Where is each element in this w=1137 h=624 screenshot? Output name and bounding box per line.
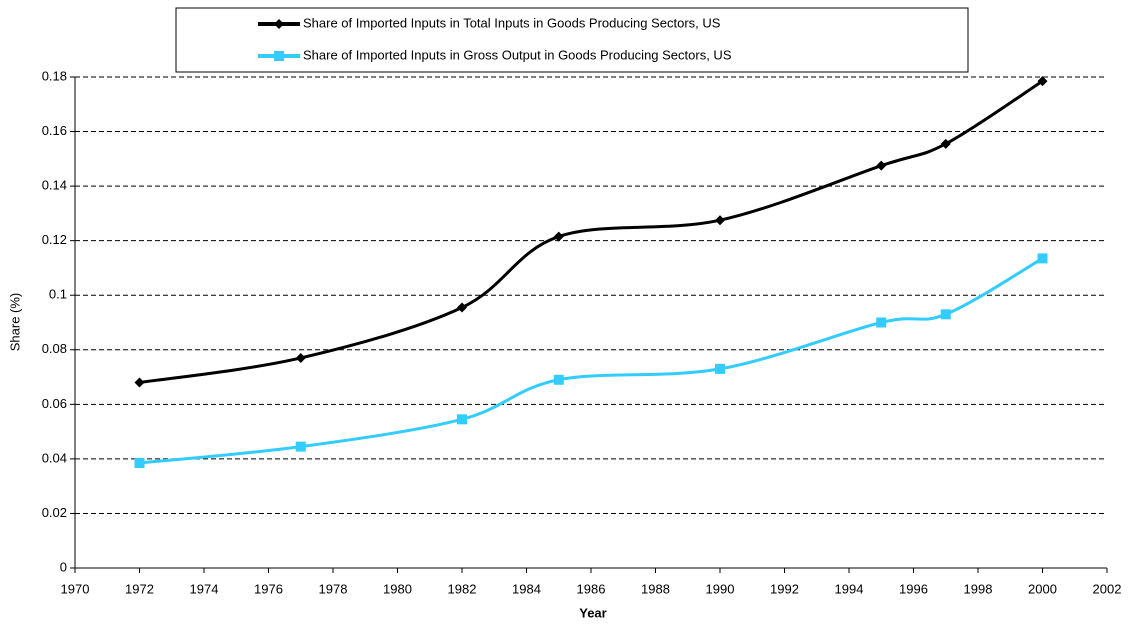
x-tick-label: 1998 (964, 581, 993, 596)
legend-marker (274, 19, 284, 29)
x-tick-label: 1982 (448, 581, 477, 596)
x-tick-label: 1976 (254, 581, 283, 596)
y-tick-label: 0.1 (49, 287, 67, 302)
y-tick-label: 0.14 (42, 178, 67, 193)
data-point (295, 441, 306, 452)
x-tick-label: 1984 (512, 581, 541, 596)
data-point (715, 363, 725, 374)
y-tick-label: 0 (60, 559, 67, 574)
y-tick-label: 0.06 (42, 396, 67, 411)
legend-box (175, 7, 969, 73)
data-point (940, 309, 951, 320)
x-tick-label: 2002 (1093, 581, 1122, 596)
x-tick-label: 1990 (706, 581, 735, 596)
x-tick-label: 1978 (319, 581, 348, 596)
y-tick-label: 0.16 (42, 123, 67, 138)
x-tick-label: 1974 (190, 581, 219, 596)
data-point (1037, 76, 1048, 87)
y-axis-label: Share (%) (7, 293, 22, 352)
y-tick-label: 0.04 (42, 450, 67, 465)
data-point (457, 414, 467, 425)
x-tick-label: 1980 (383, 581, 412, 596)
y-tick-label: 0.08 (42, 341, 67, 356)
data-point (553, 231, 564, 242)
y-tick-label: 0.12 (42, 232, 67, 247)
x-axis-label: Year (579, 605, 606, 620)
y-tick-label: 0.02 (42, 505, 67, 520)
legend-label: Share of Imported Inputs in Total Inputs… (303, 15, 721, 30)
data-point (715, 215, 725, 226)
x-tick-label: 2000 (1028, 581, 1057, 596)
legend-label: Share of Imported Inputs in Gross Output… (303, 47, 732, 62)
legend-marker (274, 51, 284, 61)
x-tick-label: 1994 (835, 581, 864, 596)
data-point (940, 138, 951, 149)
series-line (139, 79, 1044, 384)
data-point (134, 377, 145, 388)
data-point (457, 302, 467, 313)
x-tick-label: 1972 (125, 581, 154, 596)
data-point (553, 374, 564, 385)
x-tick-label: 1988 (641, 581, 670, 596)
data-point (295, 352, 306, 363)
data-point (1037, 253, 1048, 264)
data-point (134, 457, 145, 468)
y-tick-label: 0.18 (42, 68, 67, 83)
x-tick-label: 1996 (899, 581, 928, 596)
data-point (876, 317, 887, 328)
series-line (139, 257, 1044, 465)
x-tick-label: 1992 (770, 581, 799, 596)
data-point (876, 160, 887, 171)
x-tick-label: 1970 (61, 581, 90, 596)
x-tick-label: 1986 (577, 581, 606, 596)
